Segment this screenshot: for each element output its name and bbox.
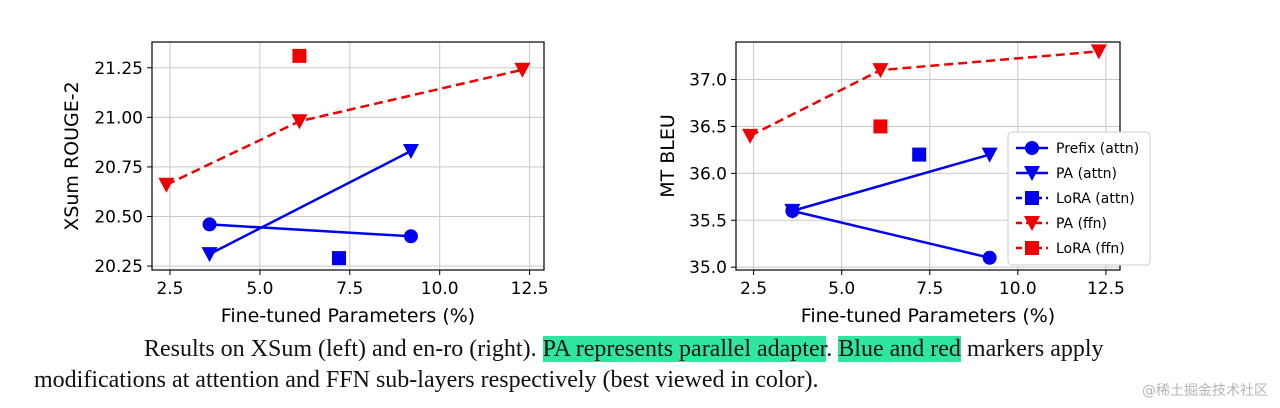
series-line [165,68,523,186]
series-prefix-attn [785,203,997,265]
legend-box [1007,131,1151,266]
data-point [291,114,308,130]
y-tick-label: 20.50 [94,207,143,227]
y-tick-label: 37.0 [689,71,727,91]
legend-label: PA (attn) [1056,166,1117,182]
caption-text-3: markers apply [960,336,1104,362]
y-axis-label: MT BLEU [657,114,679,198]
y-tick-label: 20.75 [94,158,143,178]
x-axis-label: Fine-tuned Parameters (%) [221,305,475,327]
legend-label: LoRA (ffn) [1056,241,1125,257]
series-line [209,223,412,238]
legend-label: PA (ffn) [1056,216,1107,232]
y-tick-label: 20.25 [94,257,143,277]
x-tick-label: 12.5 [511,279,549,299]
caption-text-2: . [826,336,839,362]
series-pa-attn [201,144,419,263]
data-point [981,147,998,163]
series-lora-ffn [292,48,307,63]
series-pa-attn [784,147,998,219]
x-tick-label: 7.5 [916,279,943,299]
legend-marker [1025,191,1039,205]
legend-marker [1025,241,1039,255]
x-tick-label: 10.0 [421,279,459,299]
x-tick-label: 10.0 [999,279,1037,299]
caption-line-1: Results on XSum (left) and en-ro (right)… [34,334,1264,365]
data-point [982,250,997,265]
data-point [912,147,927,162]
x-axis-label: Fine-tuned Parameters (%) [801,305,1055,327]
y-tick-label: 36.0 [689,164,727,184]
data-point [402,144,419,160]
series-pa-ffn [158,62,531,193]
series-lora-attn [912,147,927,162]
data-point [158,177,175,193]
mt-bleu-chart: 2.5 5.0 7.5 10.0 12.5 35.0 35.5 36.0 36.5 37.0 Fin… [657,41,1151,327]
data-point [332,251,347,266]
data-point [1090,44,1107,60]
watermark: @稀土掘金技术社区 [1142,383,1268,399]
data-point [742,128,759,144]
series-line [792,209,990,260]
legend-label: LoRA (attn) [1056,191,1135,207]
data-point [201,247,218,263]
x-tick-label: 2.5 [156,279,183,299]
data-point [292,48,307,63]
data-point [403,229,418,244]
x-tick-label: 5.0 [246,279,273,299]
legend: Prefix (attn) PA (attn) LoRA (attn) PA (ffn… [1007,131,1151,266]
x-tick-label: 2.5 [740,279,767,299]
legend-marker [1024,166,1040,181]
y-tick-label: 36.5 [689,117,727,137]
y-axis-label: XSum ROUGE-2 [61,81,83,230]
y-tick-label: 21.00 [94,108,143,128]
series-line [792,153,990,213]
xsum-chart: 2.5 5.0 7.5 10.0 12.5 20.25 20.50 20.75 21.00 21.… [61,41,549,327]
figure-caption: Results on XSum (left) and en-ro (right)… [34,334,1264,396]
x-tick-label: 7.5 [336,279,363,299]
plot-frame [151,41,545,271]
data-point [202,217,217,232]
caption-highlight-1: PA represents parallel adapter [542,336,827,362]
legend-marker [1025,141,1039,155]
series-pa-ffn [742,44,1107,144]
series-lora-ffn [873,119,888,134]
data-point [784,203,801,219]
y-tick-label: 35.5 [689,211,727,231]
series-line [749,50,1099,137]
data-point [872,63,889,79]
data-point [514,62,531,78]
series-prefix-attn [202,217,418,244]
legend-label: Prefix (attn) [1056,141,1139,157]
x-tick-label: 12.5 [1087,279,1125,299]
data-point [873,119,888,134]
series-line [208,149,412,256]
caption-text-1: Results on XSum (left) and en-ro (right)… [144,336,543,362]
legend-marker [1024,216,1040,231]
series-lora-attn [332,251,347,266]
x-tick-label: 5.0 [828,279,855,299]
caption-line-2: modifications at attention and FFN sub-l… [34,367,819,393]
y-tick-label: 21.25 [94,59,143,79]
y-tick-label: 35.0 [689,258,727,278]
caption-highlight-2: Blue and red [838,336,961,362]
